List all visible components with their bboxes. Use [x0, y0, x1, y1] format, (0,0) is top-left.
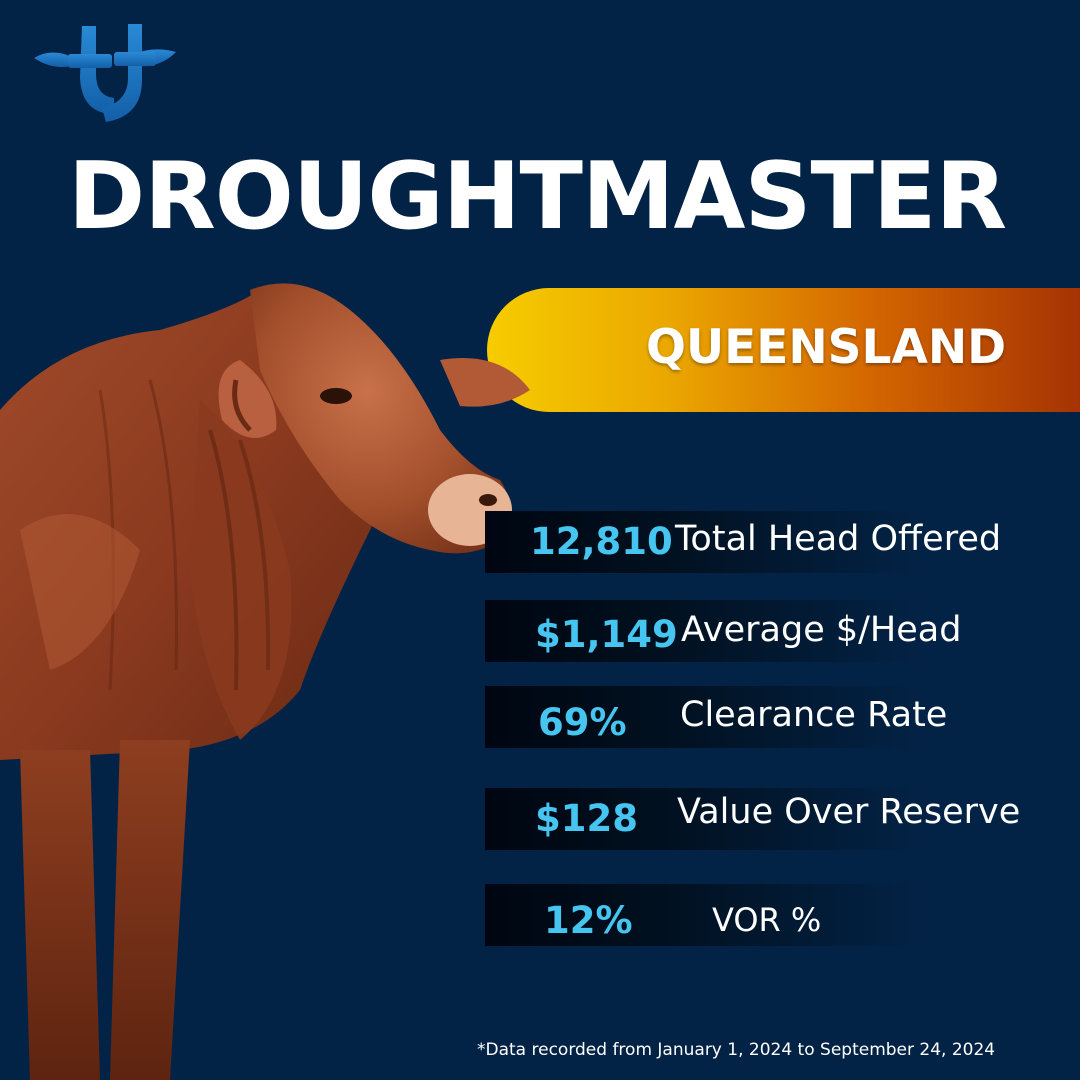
droughtmaster-bull-image — [0, 283, 530, 1080]
stat-bar-vor-percent — [485, 884, 925, 946]
stat-label-vor-percent: VOR % — [712, 901, 822, 939]
stat-label-clearance: Clearance Rate — [680, 695, 948, 735]
stat-value-total-head: 12,810 — [530, 520, 673, 563]
tt-cattle-logo-icon — [34, 24, 176, 122]
stat-bar-clearance — [485, 686, 925, 748]
stat-bar-total-head — [485, 511, 925, 573]
region-banner — [487, 288, 1080, 412]
stat-bar-average-head — [485, 600, 925, 662]
stat-value-vor-percent: 12% — [544, 899, 633, 942]
stat-label-average-head: Average $/Head — [681, 610, 962, 650]
stat-bar-vor — [485, 788, 925, 850]
stat-label-total-head: Total Head Offered — [675, 519, 1002, 559]
stat-value-clearance: 69% — [538, 701, 627, 744]
stat-label-vor: Value Over Reserve — [677, 792, 1021, 832]
footnote: *Data recorded from January 1, 2024 to S… — [477, 1040, 996, 1060]
stat-value-average-head: $1,149 — [535, 613, 678, 656]
stat-value-vor: $128 — [535, 797, 638, 840]
page-title: DROUGHTMASTER — [68, 142, 1007, 250]
region-label: QUEENSLAND — [646, 320, 1007, 375]
